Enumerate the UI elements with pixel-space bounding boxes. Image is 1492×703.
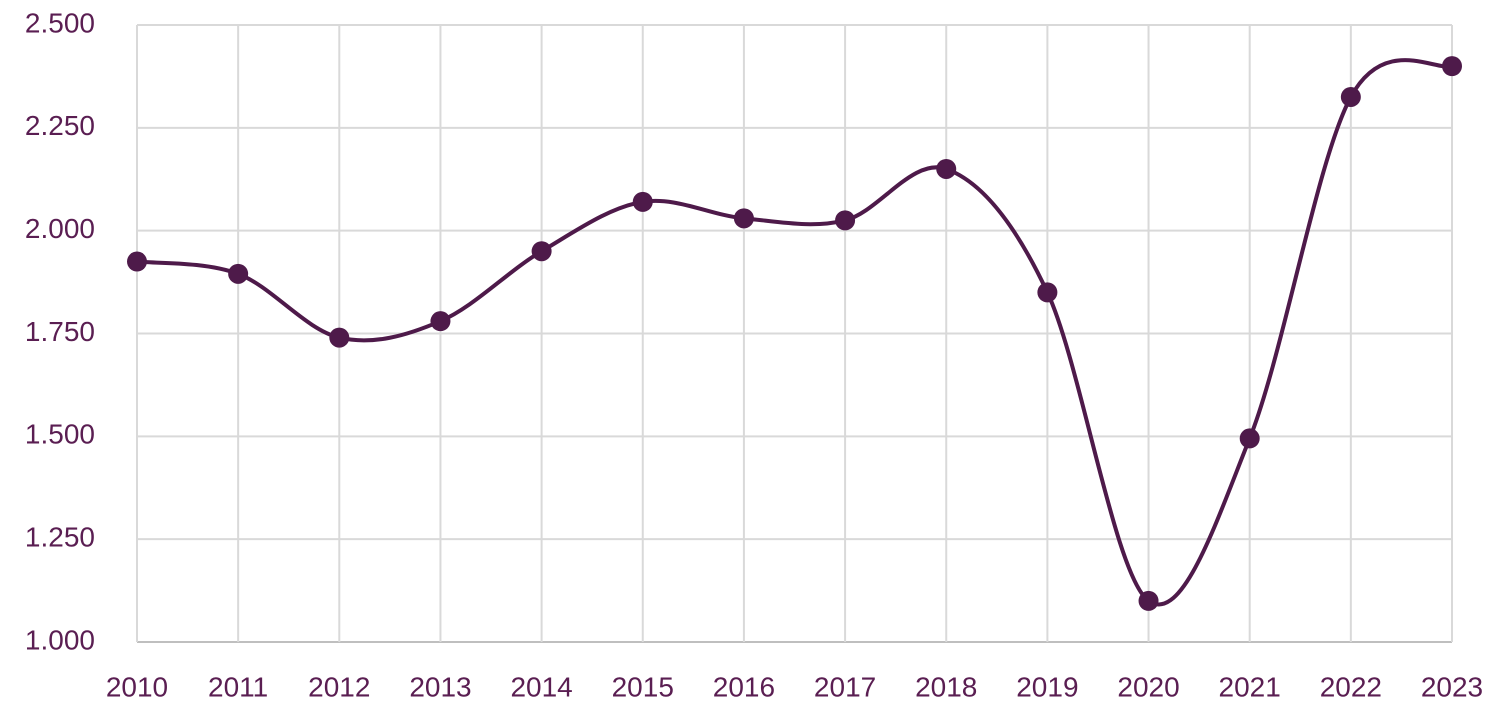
marker	[1138, 590, 1159, 611]
x-tick-label: 2013	[409, 671, 471, 702]
marker	[1037, 282, 1058, 303]
x-tick-label: 2015	[612, 671, 674, 702]
marker	[733, 208, 754, 229]
y-tick-label: 1.250	[25, 522, 95, 553]
marker	[228, 263, 249, 284]
line	[136, 58, 1453, 607]
marker	[430, 311, 451, 332]
x-tick-label: 2021	[1219, 671, 1281, 702]
x-tick-label: 2010	[106, 671, 168, 702]
marker	[127, 251, 147, 272]
x-tick-label: 2019	[1016, 671, 1078, 702]
x-tick-label: 2020	[1117, 671, 1179, 702]
marker	[835, 210, 856, 231]
marker	[1239, 428, 1260, 449]
marker	[1442, 56, 1462, 77]
y-tick-label: 2.250	[25, 110, 95, 141]
x-tick-label: 2017	[814, 671, 876, 702]
x-tick-label: 2011	[208, 671, 268, 702]
x-tick-label: 2014	[510, 671, 572, 702]
y-tick-label: 1.000	[25, 624, 95, 655]
marker	[329, 327, 350, 348]
marker	[936, 158, 957, 179]
x-tick-label: 2022	[1320, 671, 1382, 702]
x-tick-label: 2012	[308, 671, 370, 702]
y-tick-label: 2.000	[25, 213, 95, 244]
y-tick-label: 2.500	[25, 7, 95, 38]
x-tick-label: 2023	[1421, 671, 1483, 702]
marker	[632, 191, 653, 212]
marker	[531, 241, 552, 262]
y-tick-label: 1.500	[25, 419, 95, 450]
marker	[1340, 86, 1361, 107]
y-tick-label: 1.750	[25, 316, 95, 347]
x-tick-label: 2018	[915, 671, 977, 702]
x-tick-label: 2016	[713, 671, 775, 702]
